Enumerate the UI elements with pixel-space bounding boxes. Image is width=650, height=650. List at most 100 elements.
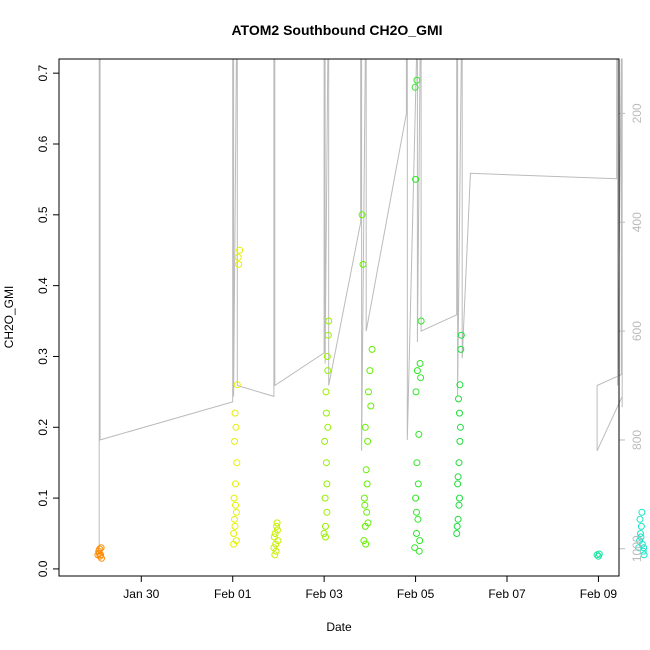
data-point — [412, 388, 420, 396]
data-point — [453, 522, 461, 530]
data-point — [324, 367, 332, 375]
data-point — [97, 551, 105, 559]
data-point — [454, 480, 462, 488]
data-point — [324, 423, 332, 431]
x-tick-label: Feb 01 — [214, 587, 252, 601]
right-axis-tick-label: 600 — [630, 321, 644, 341]
data-point — [320, 530, 328, 537]
flight-series — [270, 519, 282, 559]
data-point — [274, 537, 282, 545]
right-axis-tick-label: 200 — [630, 103, 644, 123]
data-point — [364, 437, 372, 445]
data-point — [363, 480, 371, 488]
data-point — [367, 402, 375, 410]
data-point — [454, 515, 462, 523]
data-point — [233, 459, 241, 467]
data-point — [456, 381, 464, 389]
data-point — [455, 395, 462, 403]
y-axis-label: CH2O_GMI — [2, 286, 16, 349]
data-point — [635, 544, 643, 552]
data-point — [230, 540, 238, 548]
flight-series — [358, 211, 376, 548]
altitude-trace-line — [98, 58, 623, 555]
data-point — [415, 547, 423, 555]
data-point — [413, 367, 421, 375]
data-point — [323, 508, 331, 516]
x-tick-label: Feb 07 — [488, 587, 526, 601]
x-tick-label: Feb 03 — [305, 587, 343, 601]
data-point — [272, 547, 280, 555]
data-point — [358, 211, 366, 219]
data-point — [457, 331, 465, 339]
data-point — [638, 540, 646, 548]
flight-series — [593, 550, 603, 560]
right-axis-tick-label: 800 — [630, 430, 644, 450]
y-tick-label: 0.0 — [36, 560, 50, 577]
flight-series — [94, 544, 105, 562]
data-point — [273, 522, 281, 530]
data-point — [270, 544, 278, 552]
y-tick-label: 0.1 — [36, 489, 50, 506]
data-point — [230, 530, 238, 537]
axes-layer: Jan 30 Feb 01 Feb 03 Feb 05 Feb 07 Feb 09 0.0 0… — [36, 65, 644, 601]
data-point — [274, 526, 281, 534]
data-point — [455, 501, 463, 509]
data-point — [639, 547, 647, 555]
data-point — [362, 540, 370, 548]
data-point — [98, 554, 105, 562]
data-point — [324, 331, 332, 339]
data-point — [595, 550, 603, 558]
data-point — [321, 494, 329, 502]
y-tick-label: 0.2 — [36, 419, 50, 436]
data-point — [456, 423, 464, 431]
data-point — [359, 260, 367, 268]
data-point — [455, 459, 463, 467]
y-tick-label: 0.3 — [36, 348, 50, 365]
data-point — [413, 508, 420, 516]
data-point — [234, 253, 242, 261]
data-point — [235, 260, 243, 268]
data-point — [638, 508, 646, 516]
data-point — [323, 480, 331, 488]
data-point — [271, 551, 279, 559]
x-tick-label: Feb 09 — [580, 587, 618, 601]
data-point — [456, 494, 463, 502]
data-point — [640, 551, 648, 559]
data-point — [453, 530, 461, 537]
data-point — [322, 388, 330, 396]
data-point — [414, 515, 422, 523]
data-point — [412, 494, 420, 502]
data-point — [270, 533, 278, 541]
data-point — [457, 345, 465, 353]
data-point — [417, 317, 425, 325]
data-point — [456, 437, 464, 445]
flight-series — [320, 317, 333, 541]
data-point — [323, 353, 331, 360]
right-axis-tick-label: 1000 — [630, 535, 644, 562]
data-point — [413, 459, 421, 467]
y-tick-label: 0.4 — [36, 277, 50, 294]
data-point — [272, 540, 280, 548]
data-point — [363, 508, 371, 516]
flight-series — [453, 331, 465, 537]
data-point — [413, 76, 421, 84]
y-tick-label: 0.5 — [36, 206, 50, 223]
data-point — [231, 515, 238, 523]
data-point — [361, 423, 369, 431]
data-point — [231, 409, 239, 417]
data-point — [361, 501, 369, 509]
data-point — [415, 430, 423, 438]
chart-title: ATOM2 Southbound CH2O_GMI — [231, 22, 442, 38]
data-point — [637, 530, 644, 537]
data-point — [232, 480, 239, 488]
altitude-trace-layer — [98, 58, 623, 555]
data-point — [322, 522, 329, 530]
data-point — [366, 367, 374, 375]
data-point — [273, 519, 281, 527]
data-point — [416, 360, 424, 367]
x-axis-label: Date — [326, 620, 352, 634]
data-point — [365, 388, 372, 396]
flight-series — [635, 508, 648, 559]
data-point — [454, 473, 462, 481]
